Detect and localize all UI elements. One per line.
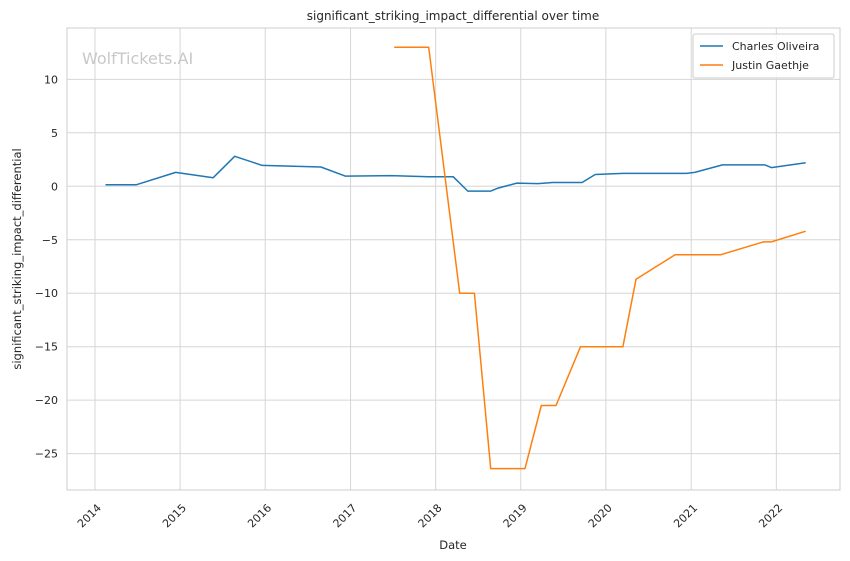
legend-box [692, 33, 835, 79]
y-tick-label: 0 [51, 180, 58, 193]
y-tick-label: −20 [35, 394, 58, 407]
legend: Charles Oliveira Justin Gaethje [692, 33, 835, 79]
watermark: WolfTickets.AI [82, 49, 193, 68]
legend-label: Charles Oliveira [732, 40, 819, 53]
plot-area [67, 28, 840, 490]
y-tick-label: 10 [44, 73, 58, 86]
series-line-justin-gaethje [394, 46, 806, 470]
y-tick-label: −10 [35, 287, 58, 300]
y-axis-title: significant_striking_impact_differential [10, 148, 24, 369]
y-tick-label: 5 [51, 127, 58, 140]
legend-label: Justin Gaethje [731, 59, 809, 72]
series-layer [105, 46, 806, 470]
series-line-charles-oliveira [105, 155, 806, 192]
x-axis-title: Date [439, 538, 467, 552]
y-tick-label: −5 [42, 234, 58, 247]
y-tick-label: −15 [35, 341, 58, 354]
y-ticks: −25 −20 −15 −10 −5 0 5 10 [35, 73, 58, 460]
chart-title: significant_striking_impact_differential… [307, 9, 599, 23]
y-tick-label: −25 [35, 448, 58, 461]
plot-frame [66, 27, 841, 491]
